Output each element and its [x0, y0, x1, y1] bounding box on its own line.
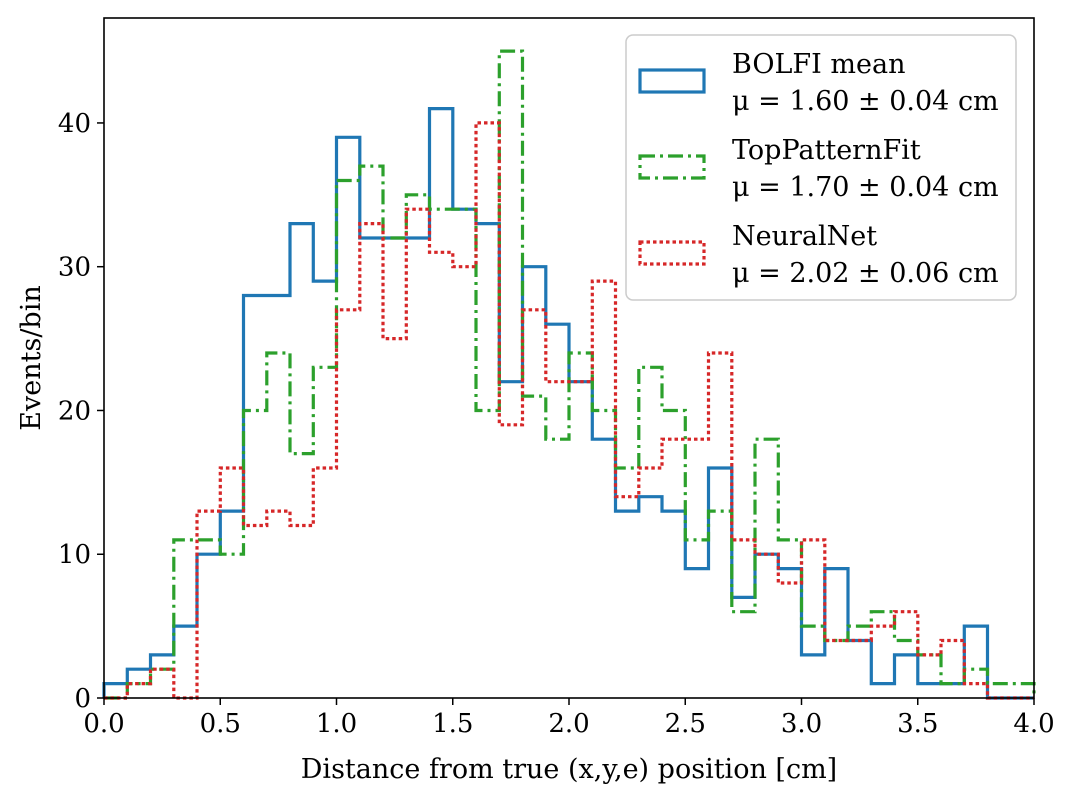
x-tick-label: 2.5: [665, 709, 706, 739]
x-tick-label: 1.0: [316, 709, 357, 739]
legend-handle-toppatternfit: [638, 154, 706, 180]
legend-handle-neuralnet: [638, 240, 706, 266]
series-layer: [102, 49, 1036, 700]
series-toppatternfit-line: [104, 49, 1036, 700]
legend: BOLFI mean μ = 1.60 ± 0.04 cm TopPatternFi…: [625, 34, 1017, 301]
y-axis-label: Events/bin: [16, 285, 47, 430]
legend-stat: μ = 1.60 ± 0.04 cm: [732, 86, 999, 117]
x-axis-label: Distance from true (x,y,e) position [cm]: [301, 754, 837, 785]
x-tick-label: 3.0: [781, 709, 822, 739]
legend-label: NeuralNet: [732, 221, 877, 252]
legend-box: [625, 34, 1017, 301]
y-tick-label: 10: [58, 540, 91, 570]
legend-handle-bolfi-mean: [638, 68, 706, 94]
legend-label: TopPatternFit: [732, 135, 921, 166]
legend-stat: μ = 1.70 ± 0.04 cm: [732, 172, 999, 203]
x-tick-label: 0.0: [83, 709, 124, 739]
x-tick-label: 2.0: [548, 709, 589, 739]
series-neuralnet-line: [104, 121, 1034, 700]
legend-label: BOLFI mean: [732, 49, 905, 80]
y-axis: 0 10 20 30 40: [58, 109, 104, 714]
y-tick-label: 0: [74, 684, 91, 714]
y-tick-label: 40: [58, 109, 91, 139]
y-tick-label: 30: [58, 253, 91, 283]
x-tick-label: 3.5: [897, 709, 938, 739]
x-tick-label: 1.5: [432, 709, 473, 739]
x-tick-label: 0.5: [200, 709, 241, 739]
legend-stat: μ = 2.02 ± 0.06 cm: [732, 258, 999, 289]
x-axis: 0.0 0.5 1.0 1.5 2.0 2.5 3.0 3.5 4.0: [83, 698, 1055, 739]
x-tick-label: 4.0: [1013, 709, 1054, 739]
y-tick-label: 20: [58, 396, 91, 426]
